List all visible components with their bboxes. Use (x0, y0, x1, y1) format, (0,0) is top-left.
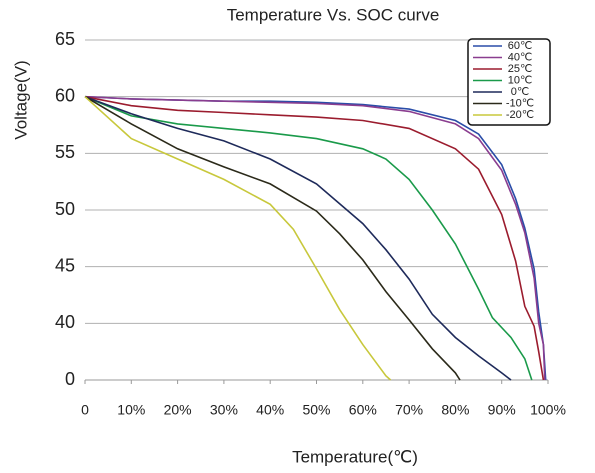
y-tick-label: 65 (55, 29, 75, 49)
legend-label: 0℃ (511, 86, 529, 98)
legend-label: 60℃ (508, 40, 533, 52)
series-line (84, 96, 461, 381)
x-tick-label: 60% (349, 402, 377, 418)
x-tick-label: 70% (395, 402, 423, 418)
series-line (84, 95, 533, 381)
x-tick-label: 0 (81, 402, 89, 418)
series-line (84, 95, 546, 381)
legend-label: -20℃ (506, 109, 534, 121)
x-tick-label: 80% (441, 402, 469, 418)
x-tick-label: 20% (164, 402, 192, 418)
x-tick-label: 10% (117, 402, 145, 418)
legend-label: 10℃ (508, 74, 533, 86)
y-tick-label: 60 (55, 85, 75, 105)
y-tick-label: 40 (55, 312, 75, 332)
y-tick-label: 55 (55, 142, 75, 162)
series-line (84, 95, 512, 381)
series-line (84, 96, 392, 381)
y-axis-label: Voltage(V) (11, 60, 30, 139)
legend-label: 25℃ (508, 63, 533, 75)
x-tick-label: 90% (488, 402, 516, 418)
series-line (84, 95, 545, 381)
y-tick-label: 45 (55, 255, 75, 275)
x-tick-label: 100% (530, 402, 566, 418)
x-tick-label: 40% (256, 402, 284, 418)
x-tick-label: 50% (302, 402, 330, 418)
x-tick-label: 30% (210, 402, 238, 418)
y-tick-label: 50 (55, 199, 75, 219)
x-axis-label: Temperature(℃) (292, 447, 418, 466)
chart-title: Temperature Vs. SOC curve (227, 5, 440, 24)
legend-label: 40℃ (508, 51, 533, 63)
y-tick-label: 0 (65, 369, 75, 389)
legend-label: -10℃ (506, 97, 534, 109)
